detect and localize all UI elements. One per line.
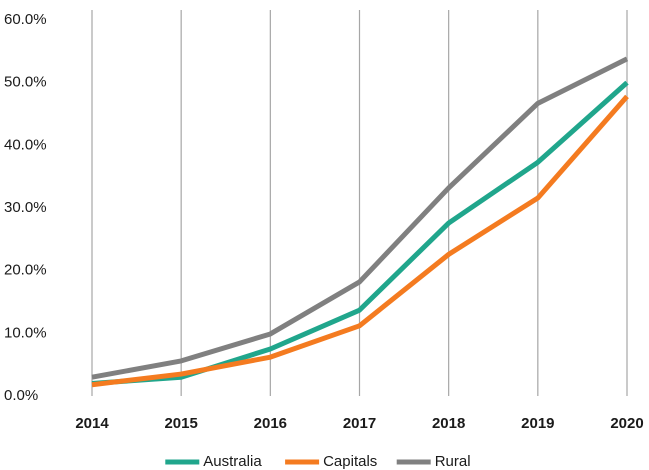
x-tick-label: 2019 [521,415,554,432]
legend-label: Capitals [323,453,377,470]
series-line [91,80,629,386]
y-tick-label: 10.0% [4,324,47,341]
x-tick-label: 2014 [75,415,109,432]
x-tick-label: 2015 [164,415,197,432]
y-tick-label: 60.0% [4,11,47,28]
y-tick-label: 0.0% [4,387,38,404]
series-line [91,94,629,388]
x-tick-label: 2017 [343,415,376,432]
series-line [91,56,629,380]
x-tick-label: 2020 [610,415,643,432]
x-tick-label: 2016 [254,415,287,432]
x-tick-label: 2018 [432,415,465,432]
y-tick-label: 30.0% [4,199,47,216]
y-tick-label: 50.0% [4,74,47,91]
legend-label: Australia [203,453,262,470]
y-tick-label: 40.0% [4,136,47,153]
legend-label: Rural [435,453,471,470]
y-tick-label: 20.0% [4,262,47,279]
